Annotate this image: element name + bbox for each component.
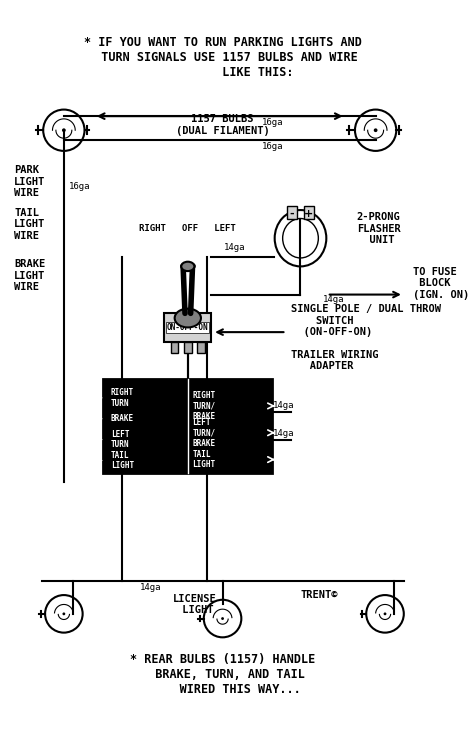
Text: LEFT
TURN/
BRAKE: LEFT TURN/ BRAKE <box>192 418 216 447</box>
Text: BRAKE
LIGHT
WIRE: BRAKE LIGHT WIRE <box>14 259 46 293</box>
Text: LEFT
TURN: LEFT TURN <box>111 430 129 449</box>
Text: RIGHT
TURN/
BRAKE: RIGHT TURN/ BRAKE <box>192 391 216 420</box>
Text: PARK
LIGHT
WIRE: PARK LIGHT WIRE <box>14 165 46 199</box>
Text: BRAKE: BRAKE <box>111 414 134 423</box>
Bar <box>103 379 273 473</box>
Bar <box>184 342 191 353</box>
Circle shape <box>374 128 377 132</box>
Text: LICENSE
 LIGHT: LICENSE LIGHT <box>173 593 216 615</box>
Text: 14ga: 14ga <box>224 243 246 252</box>
Text: * IF YOU WANT TO RUN PARKING LIGHTS AND
  TURN SIGNALS USE 1157 BULBS AND WIRE
 : * IF YOU WANT TO RUN PARKING LIGHTS AND … <box>83 36 362 80</box>
Text: 16ga: 16ga <box>262 142 283 150</box>
Text: TAIL
LIGHT: TAIL LIGHT <box>192 450 216 469</box>
Text: -: - <box>290 209 294 219</box>
Text: 14ga: 14ga <box>273 401 294 410</box>
Text: 1157 BULBS
(DUAL FILAMENT): 1157 BULBS (DUAL FILAMENT) <box>176 115 269 136</box>
Text: TAIL
LIGHT
WIRE: TAIL LIGHT WIRE <box>14 207 46 241</box>
Circle shape <box>63 612 65 615</box>
Text: RIGHT
TURN: RIGHT TURN <box>111 388 134 407</box>
Circle shape <box>221 617 224 620</box>
Text: 16ga: 16ga <box>262 118 283 127</box>
Text: TAIL
LIGHT: TAIL LIGHT <box>111 450 134 470</box>
Text: ON-OFF-ON: ON-OFF-ON <box>167 323 209 332</box>
Text: SINGLE POLE / DUAL THROW
    SWITCH
  (ON-OFF-ON): SINGLE POLE / DUAL THROW SWITCH (ON-OFF-… <box>291 304 441 337</box>
Text: TRAILER WIRING
   ADAPTER: TRAILER WIRING ADAPTER <box>291 350 379 371</box>
Text: TRENT©: TRENT© <box>301 590 338 600</box>
Bar <box>171 342 178 353</box>
Text: +: + <box>304 209 314 219</box>
Text: TO FUSE
 BLOCK
(IGN. ON): TO FUSE BLOCK (IGN. ON) <box>413 266 469 300</box>
Bar <box>304 207 314 220</box>
Circle shape <box>383 612 386 615</box>
Ellipse shape <box>174 309 201 328</box>
Text: RIGHT   OFF   LEFT: RIGHT OFF LEFT <box>139 224 236 234</box>
Ellipse shape <box>181 261 194 271</box>
Bar <box>287 207 297 220</box>
Bar <box>164 313 211 342</box>
Text: 14ga: 14ga <box>139 583 161 592</box>
Text: 14ga: 14ga <box>273 429 294 438</box>
Bar <box>197 342 205 353</box>
Text: 14ga: 14ga <box>323 295 344 304</box>
Text: * REAR BULBS (1157) HANDLE
  BRAKE, TURN, AND TAIL
     WIRED THIS WAY...: * REAR BULBS (1157) HANDLE BRAKE, TURN, … <box>130 653 315 696</box>
Circle shape <box>62 128 66 132</box>
Text: 16ga: 16ga <box>69 182 90 191</box>
Text: 2-PRONG
FLASHER
  UNIT: 2-PRONG FLASHER UNIT <box>357 212 401 245</box>
